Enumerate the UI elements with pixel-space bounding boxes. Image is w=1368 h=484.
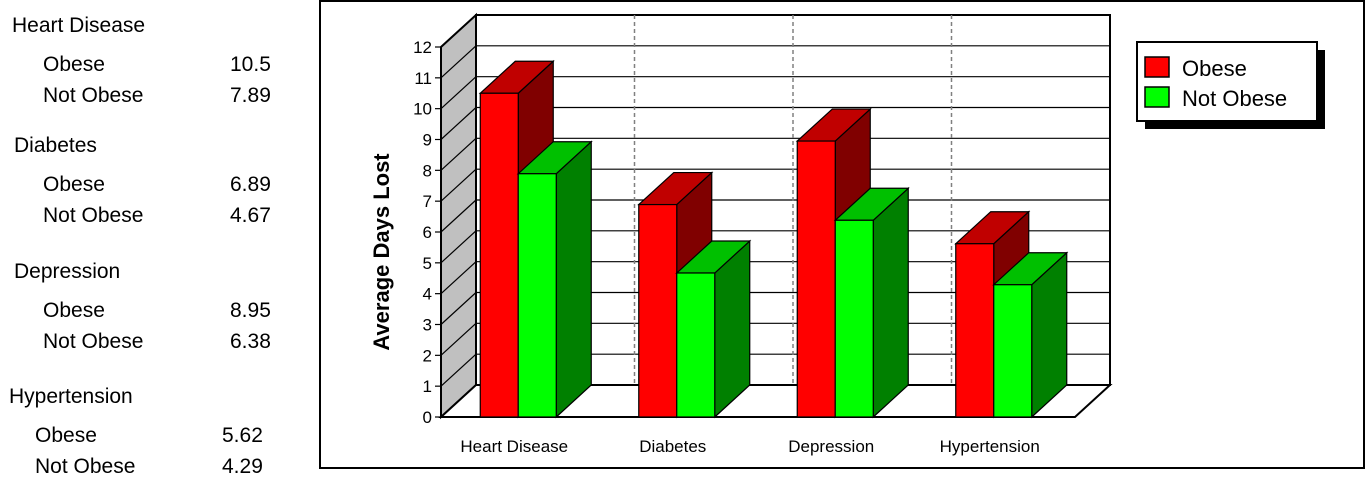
y-tick-label: 7 — [423, 192, 432, 211]
bar-front — [956, 244, 994, 417]
x-tick-label: Depression — [788, 437, 874, 456]
y-tick-label: 12 — [413, 38, 432, 57]
bar-front — [518, 174, 556, 417]
bar-front — [797, 141, 835, 417]
x-tick-label: Hypertension — [940, 437, 1040, 456]
y-tick-label: 2 — [423, 346, 432, 365]
bar-side — [873, 188, 908, 417]
y-tick-label: 6 — [423, 223, 432, 242]
y-tick-label: 9 — [423, 131, 432, 150]
legend-swatch — [1145, 87, 1169, 107]
y-tick-label: 4 — [423, 285, 432, 304]
legend-swatch — [1145, 57, 1169, 77]
bar-not-obese — [518, 142, 591, 417]
y-tick-label: 1 — [423, 377, 432, 396]
bar-not-obese — [835, 188, 908, 417]
y-tick-label: 10 — [413, 100, 432, 119]
y-tick-label: 3 — [423, 316, 432, 335]
bar-front — [835, 220, 873, 417]
bar-front — [994, 285, 1032, 417]
legend-label: Not Obese — [1182, 86, 1287, 111]
y-tick-label: 11 — [414, 69, 432, 88]
bar-side — [556, 142, 591, 417]
legend-label: Obese — [1182, 56, 1247, 81]
x-tick-label: Heart Disease — [460, 437, 568, 456]
bar-front — [639, 205, 677, 417]
bar-not-obese — [677, 241, 750, 417]
y-axis-title: Average Days Lost — [369, 153, 394, 351]
y-tick-label: 8 — [423, 161, 432, 180]
y-tick-label: 5 — [423, 254, 432, 273]
legend: Obese Not Obese — [1137, 42, 1325, 129]
y-tick-label: 0 — [423, 408, 432, 427]
x-tick-label: Diabetes — [639, 437, 706, 456]
bar-not-obese — [994, 253, 1067, 417]
bar-front — [480, 93, 518, 417]
bar-front — [677, 273, 715, 417]
